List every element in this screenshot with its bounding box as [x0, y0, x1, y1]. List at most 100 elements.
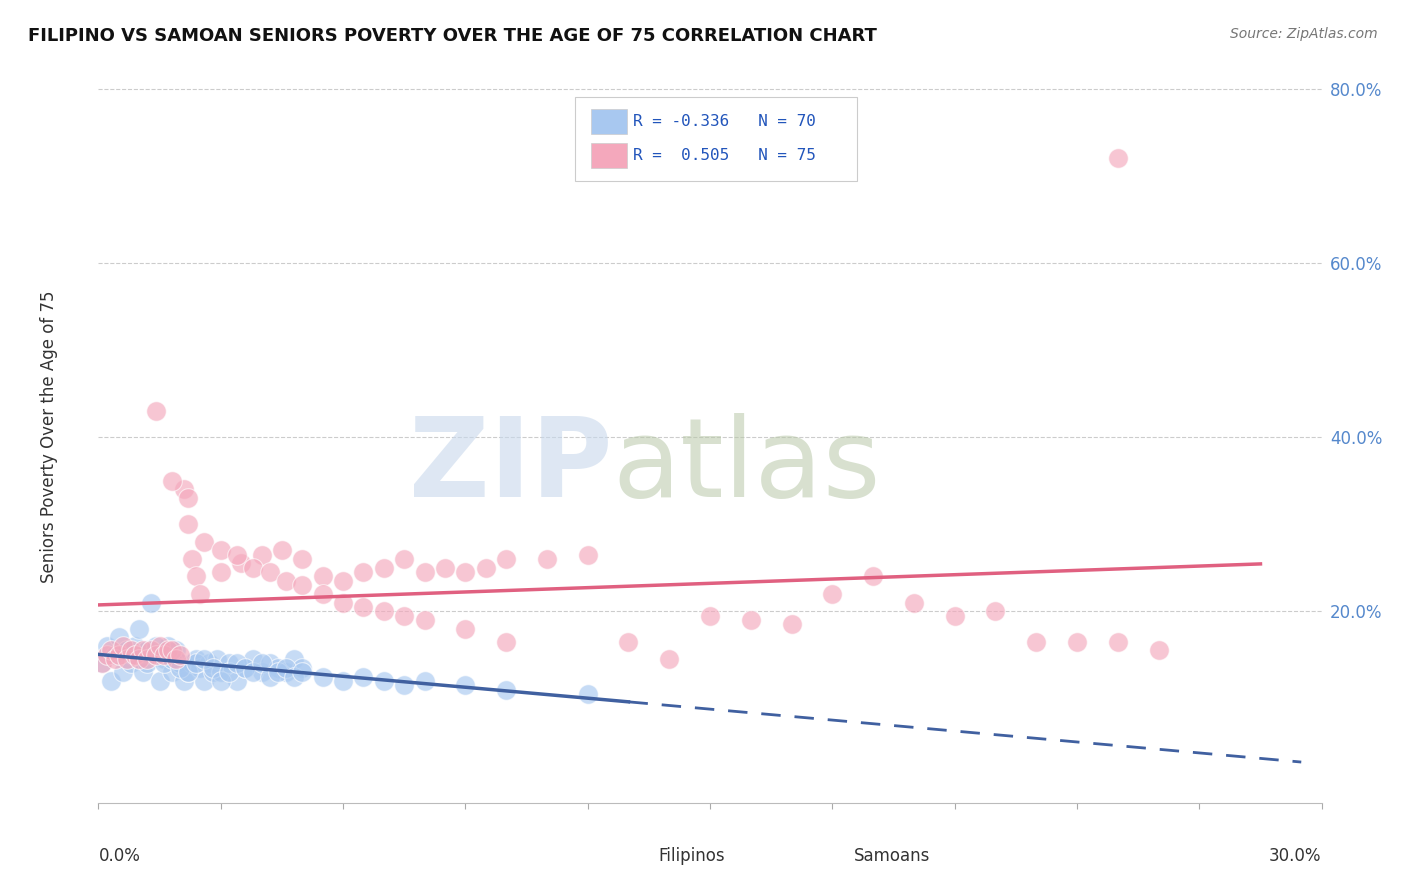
Point	[1107, 634, 1129, 648]
Point	[108, 631, 131, 645]
Point	[413, 565, 436, 579]
Point	[274, 665, 297, 680]
Point	[617, 634, 640, 648]
Point	[177, 665, 200, 680]
Point	[250, 657, 273, 671]
Point	[267, 661, 290, 675]
Point	[984, 604, 1007, 618]
Point	[177, 665, 200, 680]
Point	[291, 665, 314, 680]
Point	[136, 643, 159, 657]
Point	[193, 534, 215, 549]
Point	[274, 574, 297, 588]
Point	[291, 661, 314, 675]
Point	[209, 565, 232, 579]
Point	[160, 643, 183, 657]
Point	[100, 673, 122, 688]
Point	[392, 608, 416, 623]
Point	[149, 639, 172, 653]
Point	[352, 599, 374, 614]
Point	[141, 643, 163, 657]
Point	[699, 608, 721, 623]
Point	[201, 661, 224, 675]
Point	[181, 552, 204, 566]
Point	[1025, 634, 1047, 648]
Point	[96, 639, 118, 653]
Point	[283, 669, 305, 683]
Point	[152, 652, 174, 666]
Point	[352, 669, 374, 683]
Point	[536, 552, 558, 566]
Point	[495, 552, 517, 566]
Point	[740, 613, 762, 627]
Point	[104, 652, 127, 666]
Text: Filipinos: Filipinos	[658, 847, 725, 865]
Point	[173, 673, 195, 688]
Point	[903, 595, 925, 609]
Point	[124, 648, 146, 662]
FancyBboxPatch shape	[612, 844, 654, 869]
Point	[434, 560, 457, 574]
Point	[96, 648, 118, 662]
Point	[283, 652, 305, 666]
Point	[250, 548, 273, 562]
Point	[373, 604, 395, 618]
Point	[454, 678, 477, 692]
Point	[658, 652, 681, 666]
Point	[373, 560, 395, 574]
Point	[291, 578, 314, 592]
Point	[115, 652, 138, 666]
Point	[128, 652, 150, 666]
Point	[576, 687, 599, 701]
Point	[152, 657, 174, 671]
Point	[495, 634, 517, 648]
FancyBboxPatch shape	[592, 143, 627, 168]
Point	[270, 543, 294, 558]
Point	[352, 565, 374, 579]
Point	[474, 560, 498, 574]
Text: atlas: atlas	[612, 413, 880, 520]
Point	[267, 665, 290, 680]
Point	[392, 678, 416, 692]
Point	[124, 639, 146, 653]
Point	[108, 648, 131, 662]
Point	[233, 661, 256, 675]
Point	[111, 665, 134, 680]
Point	[259, 565, 281, 579]
Point	[943, 608, 966, 623]
Point	[141, 595, 163, 609]
Point	[188, 661, 212, 675]
Point	[128, 622, 150, 636]
Point	[576, 548, 599, 562]
Point	[120, 643, 142, 657]
Point	[233, 661, 256, 675]
Point	[332, 574, 354, 588]
Point	[169, 648, 191, 662]
Point	[1107, 152, 1129, 166]
Point	[177, 491, 200, 505]
Point	[186, 652, 208, 666]
Point	[392, 552, 416, 566]
Point	[209, 673, 232, 688]
Text: Seniors Poverty Over the Age of 75: Seniors Poverty Over the Age of 75	[41, 291, 59, 583]
Text: 0.0%: 0.0%	[98, 847, 141, 864]
Point	[1147, 643, 1170, 657]
Point	[312, 569, 335, 583]
Point	[165, 643, 187, 657]
Point	[226, 657, 249, 671]
Point	[152, 648, 174, 662]
Point	[312, 669, 335, 683]
Point	[145, 648, 167, 662]
Text: Source: ZipAtlas.com: Source: ZipAtlas.com	[1230, 27, 1378, 41]
Point	[226, 673, 249, 688]
Point	[160, 665, 183, 680]
Point	[156, 643, 179, 657]
Point	[149, 673, 172, 688]
Point	[242, 665, 264, 680]
Point	[128, 652, 150, 666]
Point	[242, 652, 264, 666]
Point	[291, 552, 314, 566]
Point	[132, 665, 155, 680]
Point	[100, 643, 122, 657]
Point	[250, 665, 273, 680]
